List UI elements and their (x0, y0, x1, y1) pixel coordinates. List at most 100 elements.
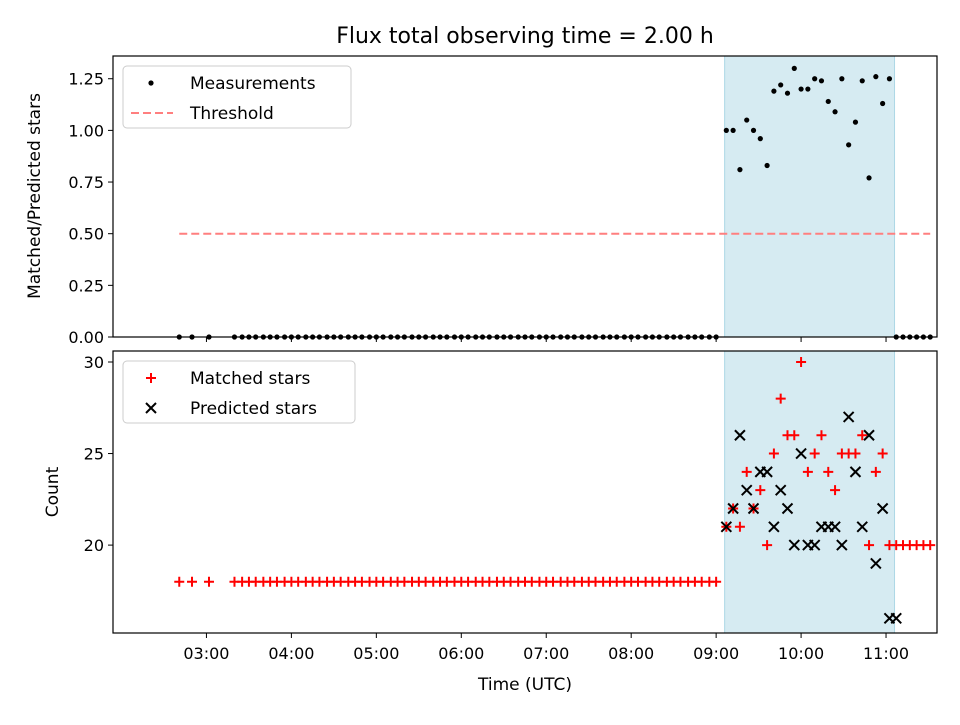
x-tick-label: 05:00 (353, 644, 399, 663)
x-tick-label: 06:00 (438, 644, 484, 663)
predicted-star-point (747, 502, 760, 515)
series-predicted-stars (720, 411, 902, 625)
count-y-axis-label: Count (43, 466, 63, 517)
axes-frame (112, 55, 938, 338)
matched-star-point (830, 485, 841, 496)
y-tick-label: 25 (84, 445, 104, 464)
legend-swatch-predicted (145, 402, 157, 414)
x-tick-label: 10:00 (778, 644, 824, 663)
measurement-point (744, 117, 750, 123)
measurement-point (730, 127, 736, 133)
matched-star-point (775, 393, 786, 404)
matched-star-point (734, 521, 745, 532)
y-tick-label: 0.75 (68, 173, 104, 192)
legend-box (122, 65, 352, 129)
legend-label: Threshold (189, 104, 274, 124)
matched-star-point (802, 466, 813, 477)
observing-window-span (724, 55, 896, 338)
y-tick-label: 0.25 (68, 276, 104, 295)
predicted-star-point (741, 484, 753, 496)
measurement-point (784, 90, 791, 96)
y-tick-label: 1.00 (68, 121, 104, 140)
matched-star-point (864, 540, 875, 551)
predicted-star-point (720, 521, 733, 533)
predicted-star-point (863, 429, 875, 441)
matched-star-point (925, 540, 936, 551)
predicted-star-point (836, 539, 848, 551)
matched-star-point (877, 448, 888, 459)
count-panel: 20 25 30 03:00 04:00 05:00 06:00 07:00 08:00 09:0… (84, 350, 938, 663)
predicted-star-point (876, 502, 889, 515)
measurement-point (798, 86, 804, 92)
predicted-star-point (829, 521, 841, 533)
predicted-star-point (870, 557, 882, 570)
measurement-point (839, 76, 845, 82)
predicted-star-point (849, 466, 862, 478)
measurement-point (812, 76, 818, 82)
legend-swatch-matched (146, 373, 156, 383)
measurement-point (764, 162, 770, 169)
predicted-star-point (781, 502, 794, 515)
series-matched-stars (174, 356, 936, 587)
x-tick-label: 09:00 (693, 644, 739, 663)
measurement-point (832, 109, 838, 115)
measurement-point (778, 82, 784, 88)
ratio-y-axis-label: Matched/Predicted stars (25, 93, 45, 299)
predicted-star-point (795, 447, 807, 460)
predicted-star-point (890, 612, 902, 625)
legend-label: Predicted stars (190, 399, 317, 419)
predicted-star-point (734, 429, 746, 441)
measurement-point (852, 119, 859, 125)
legend: Measurements Threshold (122, 65, 352, 129)
measurement-point (750, 127, 757, 133)
x-tick-label: 04:00 (268, 644, 314, 663)
x-axis-label: Time (UTC) (477, 675, 572, 695)
y-tick-label: 0.50 (68, 225, 104, 244)
matched-star-point (857, 430, 868, 441)
measurement-point (846, 142, 852, 148)
y-tick-label: 30 (84, 353, 104, 372)
x-tick-label: 07:00 (523, 644, 569, 663)
matched-star-point (203, 576, 214, 587)
predicted-star-point (774, 484, 787, 496)
matched-star-point (870, 466, 881, 477)
measurement-point (757, 136, 763, 142)
ratio-panel: 0.00 0.25 0.50 0.75 1.00 1.25 Measurements Thre… (68, 55, 938, 347)
legend-label: Measurements (190, 74, 316, 94)
matched-star-point (816, 430, 827, 441)
x-tick-label: 11:00 (863, 644, 909, 663)
matched-star-point (796, 356, 807, 367)
measurement-point (859, 78, 865, 84)
chart-title: Flux total observing time = 2.00 h (336, 24, 714, 49)
measurement-point (771, 88, 777, 94)
axes-frame (112, 350, 938, 634)
measurement-point (873, 74, 879, 80)
measurement-point (886, 76, 893, 82)
predicted-star-point (808, 539, 821, 551)
y-tick-label: 0.00 (68, 328, 104, 347)
matched-star-point (755, 485, 766, 496)
series-measurements (176, 65, 933, 340)
predicted-star-point (788, 539, 800, 551)
observing-window-span (724, 350, 896, 634)
matched-star-point (823, 466, 834, 477)
matched-star-point (762, 540, 773, 551)
legend-box (122, 360, 356, 424)
matched-star-point (850, 448, 861, 459)
measurement-point (866, 175, 872, 181)
matched-star-point (789, 430, 800, 441)
measurement-point (791, 65, 797, 71)
matched-star-point (711, 576, 722, 587)
x-tick-label: 03:00 (183, 644, 229, 663)
predicted-star-point (856, 521, 868, 533)
matched-star-point (809, 448, 820, 459)
matched-star-point (741, 466, 752, 477)
matched-star-point (174, 576, 185, 587)
measurement-point (723, 127, 729, 133)
measurement-point (818, 78, 825, 84)
y-tick-label: 20 (84, 536, 104, 555)
measurement-point (880, 100, 886, 107)
measurement-point (805, 86, 811, 92)
predicted-star-point (768, 521, 780, 533)
